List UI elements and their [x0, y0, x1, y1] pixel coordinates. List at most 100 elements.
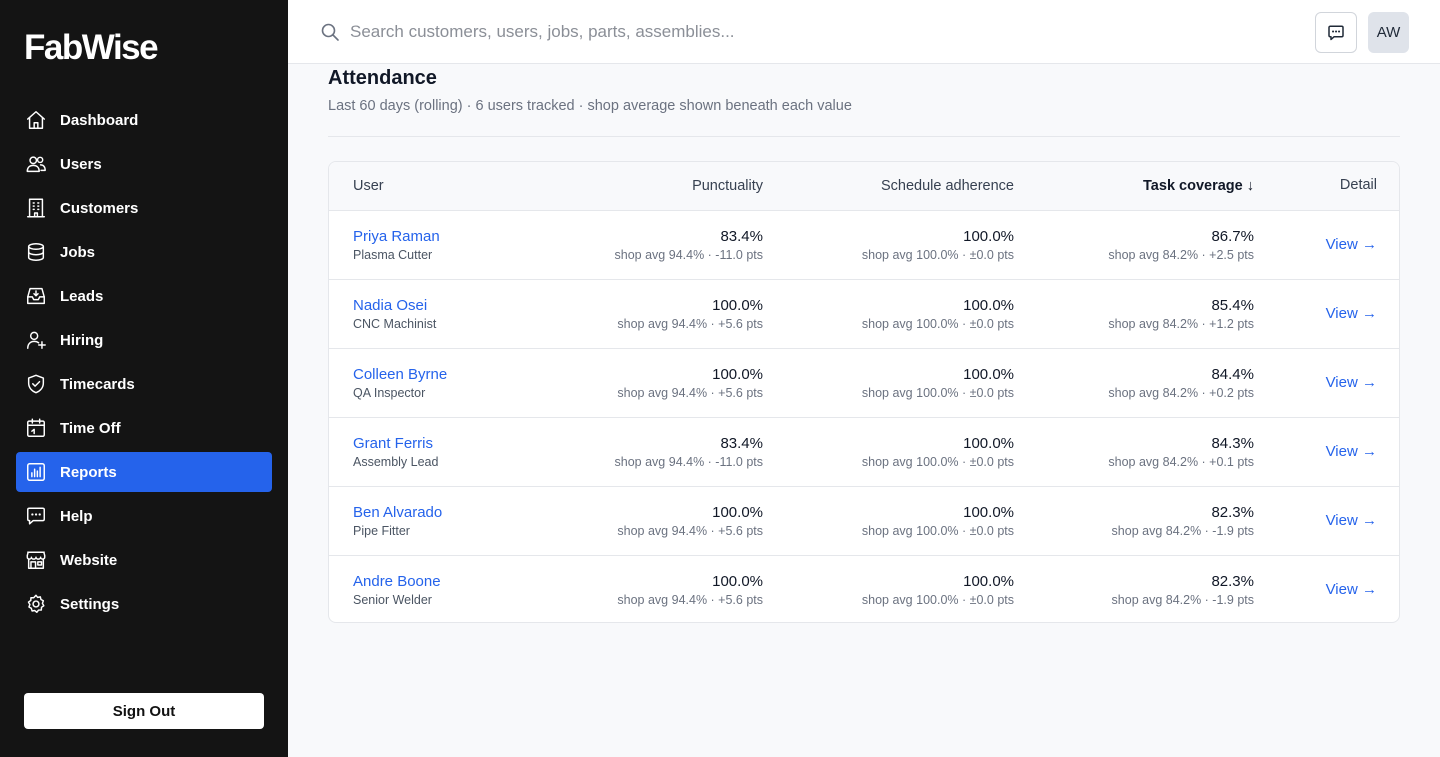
sidebar-item-website[interactable]: Website	[16, 540, 272, 580]
task-coverage-shop-avg: shop avg 84.2% · +1.2 pts	[1108, 317, 1254, 331]
sidebar-item-label: Leads	[60, 287, 104, 305]
user-name-link[interactable]: Priya Raman	[353, 228, 440, 245]
sidebar-item-customers[interactable]: Customers	[16, 188, 272, 228]
task-coverage-value: 85.4%	[1211, 297, 1254, 314]
user-name-link[interactable]: Nadia Osei	[353, 297, 428, 314]
punctuality-value: 100.0%	[712, 573, 763, 590]
punctuality-value: 83.4%	[720, 435, 763, 452]
storefront-icon	[24, 548, 48, 572]
view-detail-link[interactable]: View →	[1325, 443, 1377, 460]
search-icon	[320, 22, 340, 42]
user-role: CNC Machinist	[353, 317, 437, 331]
task-coverage-value: 86.7%	[1211, 228, 1254, 245]
calendar-icon	[24, 416, 48, 440]
brand-logo[interactable]: FabWise	[24, 28, 159, 67]
user-name-link[interactable]: Ben Alvarado	[353, 504, 443, 521]
task-coverage-shop-avg: shop avg 84.2% · -1.9 pts	[1111, 593, 1254, 607]
divider	[328, 136, 1400, 137]
schedule-value: 100.0%	[963, 228, 1014, 245]
sidebar-item-reports[interactable]: Reports	[16, 452, 272, 492]
punctuality-shop-avg: shop avg 94.4% · -11.0 pts	[614, 455, 763, 469]
table-row: Priya Raman Plasma Cutter 83.4% shop avg…	[329, 211, 1399, 280]
sign-out-button[interactable]: Sign Out	[24, 693, 264, 729]
sidebar-item-label: Hiring	[60, 331, 104, 349]
sidebar-item-label: Reports	[60, 463, 117, 481]
column-header-detail: Detail	[1339, 177, 1377, 193]
punctuality-value: 100.0%	[712, 366, 763, 383]
inbox-icon	[24, 284, 48, 308]
table-row: Andre Boone Senior Welder 100.0% shop av…	[329, 556, 1399, 622]
punctuality-shop-avg: shop avg 94.4% · +5.6 pts	[617, 593, 763, 607]
punctuality-shop-avg: shop avg 94.4% · +5.6 pts	[617, 386, 763, 400]
user-role: Plasma Cutter	[353, 248, 433, 262]
user-role: Senior Welder	[353, 593, 432, 607]
schedule-shop-avg: shop avg 100.0% · ±0.0 pts	[861, 386, 1014, 400]
view-detail-link[interactable]: View →	[1325, 581, 1377, 598]
user-role: Assembly Lead	[353, 455, 439, 469]
sidebar-item-dashboard[interactable]: Dashboard	[16, 100, 272, 140]
sidebar-item-leads[interactable]: Leads	[16, 276, 272, 316]
punctuality-value: 83.4%	[720, 228, 763, 245]
view-detail-link[interactable]: View →	[1325, 374, 1377, 391]
task-coverage-shop-avg: shop avg 84.2% · -1.9 pts	[1111, 524, 1254, 538]
user-name-link[interactable]: Grant Ferris	[353, 435, 434, 452]
column-header-task-coverage[interactable]: Task coverage ↓	[1143, 178, 1254, 194]
bar-chart-icon	[24, 460, 48, 484]
user-plus-icon	[24, 328, 48, 352]
sidebar-item-label: Customers	[60, 199, 139, 217]
table-row: Ben Alvarado Pipe Fitter 100.0% shop avg…	[329, 487, 1399, 556]
punctuality-value: 100.0%	[712, 504, 763, 521]
user-name-link[interactable]: Colleen Byrne	[353, 366, 448, 383]
view-detail-link[interactable]: View →	[1325, 305, 1377, 322]
view-detail-link[interactable]: View →	[1325, 512, 1377, 529]
top-bar: AW	[288, 0, 1440, 64]
punctuality-shop-avg: shop avg 94.4% · +5.6 pts	[617, 317, 763, 331]
building-icon	[24, 196, 48, 220]
user-name-link[interactable]: Andre Boone	[353, 573, 441, 590]
task-coverage-shop-avg: shop avg 84.2% · +0.2 pts	[1108, 386, 1254, 400]
column-header-schedule-adherence[interactable]: Schedule adherence	[880, 178, 1014, 194]
table-header: User Punctuality Schedule adherence Task…	[329, 162, 1399, 211]
search-input[interactable]	[350, 18, 1050, 46]
schedule-value: 100.0%	[963, 504, 1014, 521]
schedule-value: 100.0%	[963, 297, 1014, 314]
sidebar: FabWise Dashboard Users Customers Jobs L…	[0, 0, 288, 757]
messages-button[interactable]	[1315, 12, 1357, 53]
sidebar-item-label: Help	[60, 507, 93, 525]
attendance-table: User Punctuality Schedule adherence Task…	[328, 161, 1400, 623]
schedule-shop-avg: shop avg 100.0% · ±0.0 pts	[861, 455, 1014, 469]
sidebar-item-users[interactable]: Users	[16, 144, 272, 184]
table-row: Grant Ferris Assembly Lead 83.4% shop av…	[329, 418, 1399, 487]
sidebar-item-settings[interactable]: Settings	[16, 584, 272, 624]
user-role: QA Inspector	[353, 386, 426, 400]
sidebar-item-label: Jobs	[60, 243, 96, 261]
sidebar-item-hiring[interactable]: Hiring	[16, 320, 272, 360]
sidebar-item-help[interactable]: Help	[16, 496, 272, 536]
sidebar-item-label: Timecards	[60, 375, 135, 393]
sidebar-item-label: Website	[60, 551, 118, 569]
task-coverage-value: 84.3%	[1211, 435, 1254, 452]
sidebar-nav: Dashboard Users Customers Jobs Leads Hir…	[16, 100, 272, 628]
schedule-shop-avg: shop avg 100.0% · ±0.0 pts	[861, 317, 1014, 331]
sidebar-item-timecards[interactable]: Timecards	[16, 364, 272, 404]
sidebar-item-label: Settings	[60, 595, 120, 613]
table-row: Colleen Byrne QA Inspector 100.0% shop a…	[329, 349, 1399, 418]
avatar[interactable]: AW	[1368, 12, 1409, 53]
sidebar-item-jobs[interactable]: Jobs	[16, 232, 272, 272]
schedule-value: 100.0%	[963, 366, 1014, 383]
sidebar-item-label: Time Off	[60, 419, 121, 437]
schedule-shop-avg: shop avg 100.0% · ±0.0 pts	[861, 524, 1014, 538]
column-header-user[interactable]: User	[353, 178, 384, 194]
page-subtitle: Last 60 days (rolling) · 6 users tracked…	[328, 98, 852, 114]
page-title: Attendance	[328, 67, 437, 89]
sidebar-item-label: Users	[60, 155, 102, 173]
punctuality-shop-avg: shop avg 94.4% · +5.6 pts	[617, 524, 763, 538]
message-icon	[1326, 23, 1346, 43]
column-header-punctuality[interactable]: Punctuality	[692, 178, 763, 194]
sidebar-item-time-off[interactable]: Time Off	[16, 408, 272, 448]
table-row: Nadia Osei CNC Machinist 100.0% shop avg…	[329, 280, 1399, 349]
chat-bubble-icon	[24, 504, 48, 528]
punctuality-value: 100.0%	[712, 297, 763, 314]
view-detail-link[interactable]: View →	[1325, 236, 1377, 253]
home-icon	[24, 108, 48, 132]
